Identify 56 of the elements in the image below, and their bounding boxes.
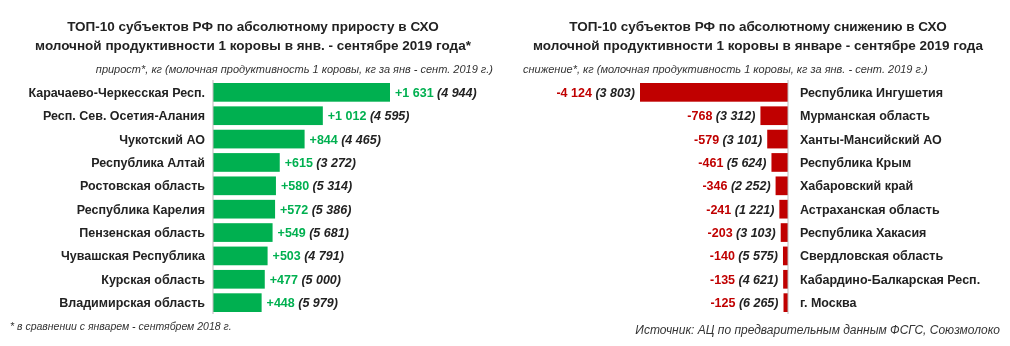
chart-subtitle: прирост*, кг (молочная продуктивность 1 коровы, кг за янв - сент. 2019 г.) [95, 63, 494, 75]
y-tick-label: Республика Алтай [91, 155, 205, 170]
chart-title: ТОП-10 субъектов РФ по абсолютному приросту в СХО молочной продуктивности 1 коровы в янв. - сентябре 2019 года* [35, 19, 472, 53]
data-label: +1 012 (4 595) [327, 109, 410, 124]
y-tick-label: Астраханская область [800, 202, 940, 217]
chart-title: ТОП-10 субъектов РФ по абсолютному снижению в СХО молочной продуктивности 1 коровы в январе - сентябре 2019 года [533, 19, 984, 53]
y-tick-label: Ханты-Мансийский АО [800, 132, 943, 147]
data-label: -125 (6 265) [710, 296, 779, 311]
y-tick-label: Владимирская область [59, 296, 206, 311]
bar [213, 106, 323, 126]
data-label: +1 631 (4 944) [395, 85, 477, 100]
y-tick-label: Чувашская Республика [60, 249, 207, 264]
data-label: +844 (4 465) [309, 132, 381, 147]
data-label: -461 (5 624) [698, 155, 767, 170]
data-label: +503 (4 791) [272, 249, 344, 264]
bar [213, 129, 305, 149]
data-label: -140 (5 575) [709, 249, 778, 264]
bar [213, 269, 265, 289]
data-label: -241 (1 221) [706, 202, 775, 217]
bar [213, 223, 273, 242]
y-tick-label: Мурманская область [800, 109, 931, 124]
text: Источник: АЦ по предварительным данным ФСГС, Союзмолоко [635, 323, 1001, 337]
bar [213, 293, 262, 312]
data-label: +448 (5 979) [266, 296, 338, 311]
y-tick-label: Чукотский АО [119, 132, 206, 147]
data-label: +477 (5 000) [269, 272, 342, 287]
bar [213, 83, 390, 102]
y-tick-label: Кабардино-Балкарская Респ. [800, 272, 981, 287]
data-label: +615 (3 272) [284, 155, 356, 170]
data-label: +580 (5 314) [280, 179, 353, 194]
data-label: -4 124 (3 803) [556, 85, 635, 100]
bar [213, 153, 280, 172]
data-label: -346 (2 252) [702, 179, 771, 194]
bar [213, 199, 276, 219]
y-tick-label: Республика Ингушетия [800, 85, 943, 100]
data-label: +572 (5 386) [280, 202, 352, 217]
y-tick-label: Ростовская область [79, 179, 206, 194]
data-label: -579 (3 101) [694, 132, 763, 147]
chart-subtitle: снижение*, кг (молочная продуктивность 1 коровы, кг за янв. - сент. 2019 г.) [523, 63, 929, 75]
data-label: -203 (3 103) [707, 226, 776, 241]
y-tick-label: Карачаево-Черкесская Респ. [28, 85, 205, 100]
y-tick-label: Хабаровский край [800, 179, 914, 194]
y-tick-label: Республика Крым [800, 155, 912, 170]
y-tick-label: Свердловская область [800, 249, 944, 264]
y-tick-label: Республика Хакасия [800, 226, 927, 241]
bar [213, 246, 268, 266]
data-label: +549 (5 681) [277, 226, 349, 241]
data-label: -135 (4 621) [710, 272, 779, 287]
data-label: -768 (3 312) [687, 109, 756, 124]
y-tick-label: Респ. Сев. Осетия-Алания [42, 109, 205, 124]
y-tick-label: Пензенская область [79, 226, 206, 241]
bar [213, 176, 276, 196]
y-tick-label: г. Москва [800, 296, 858, 311]
y-tick-label: Республика Карелия [76, 202, 205, 217]
text: * в сравнении с январем - сентябрем 2018 г. [10, 320, 232, 332]
y-tick-label: Курская область [101, 272, 206, 287]
